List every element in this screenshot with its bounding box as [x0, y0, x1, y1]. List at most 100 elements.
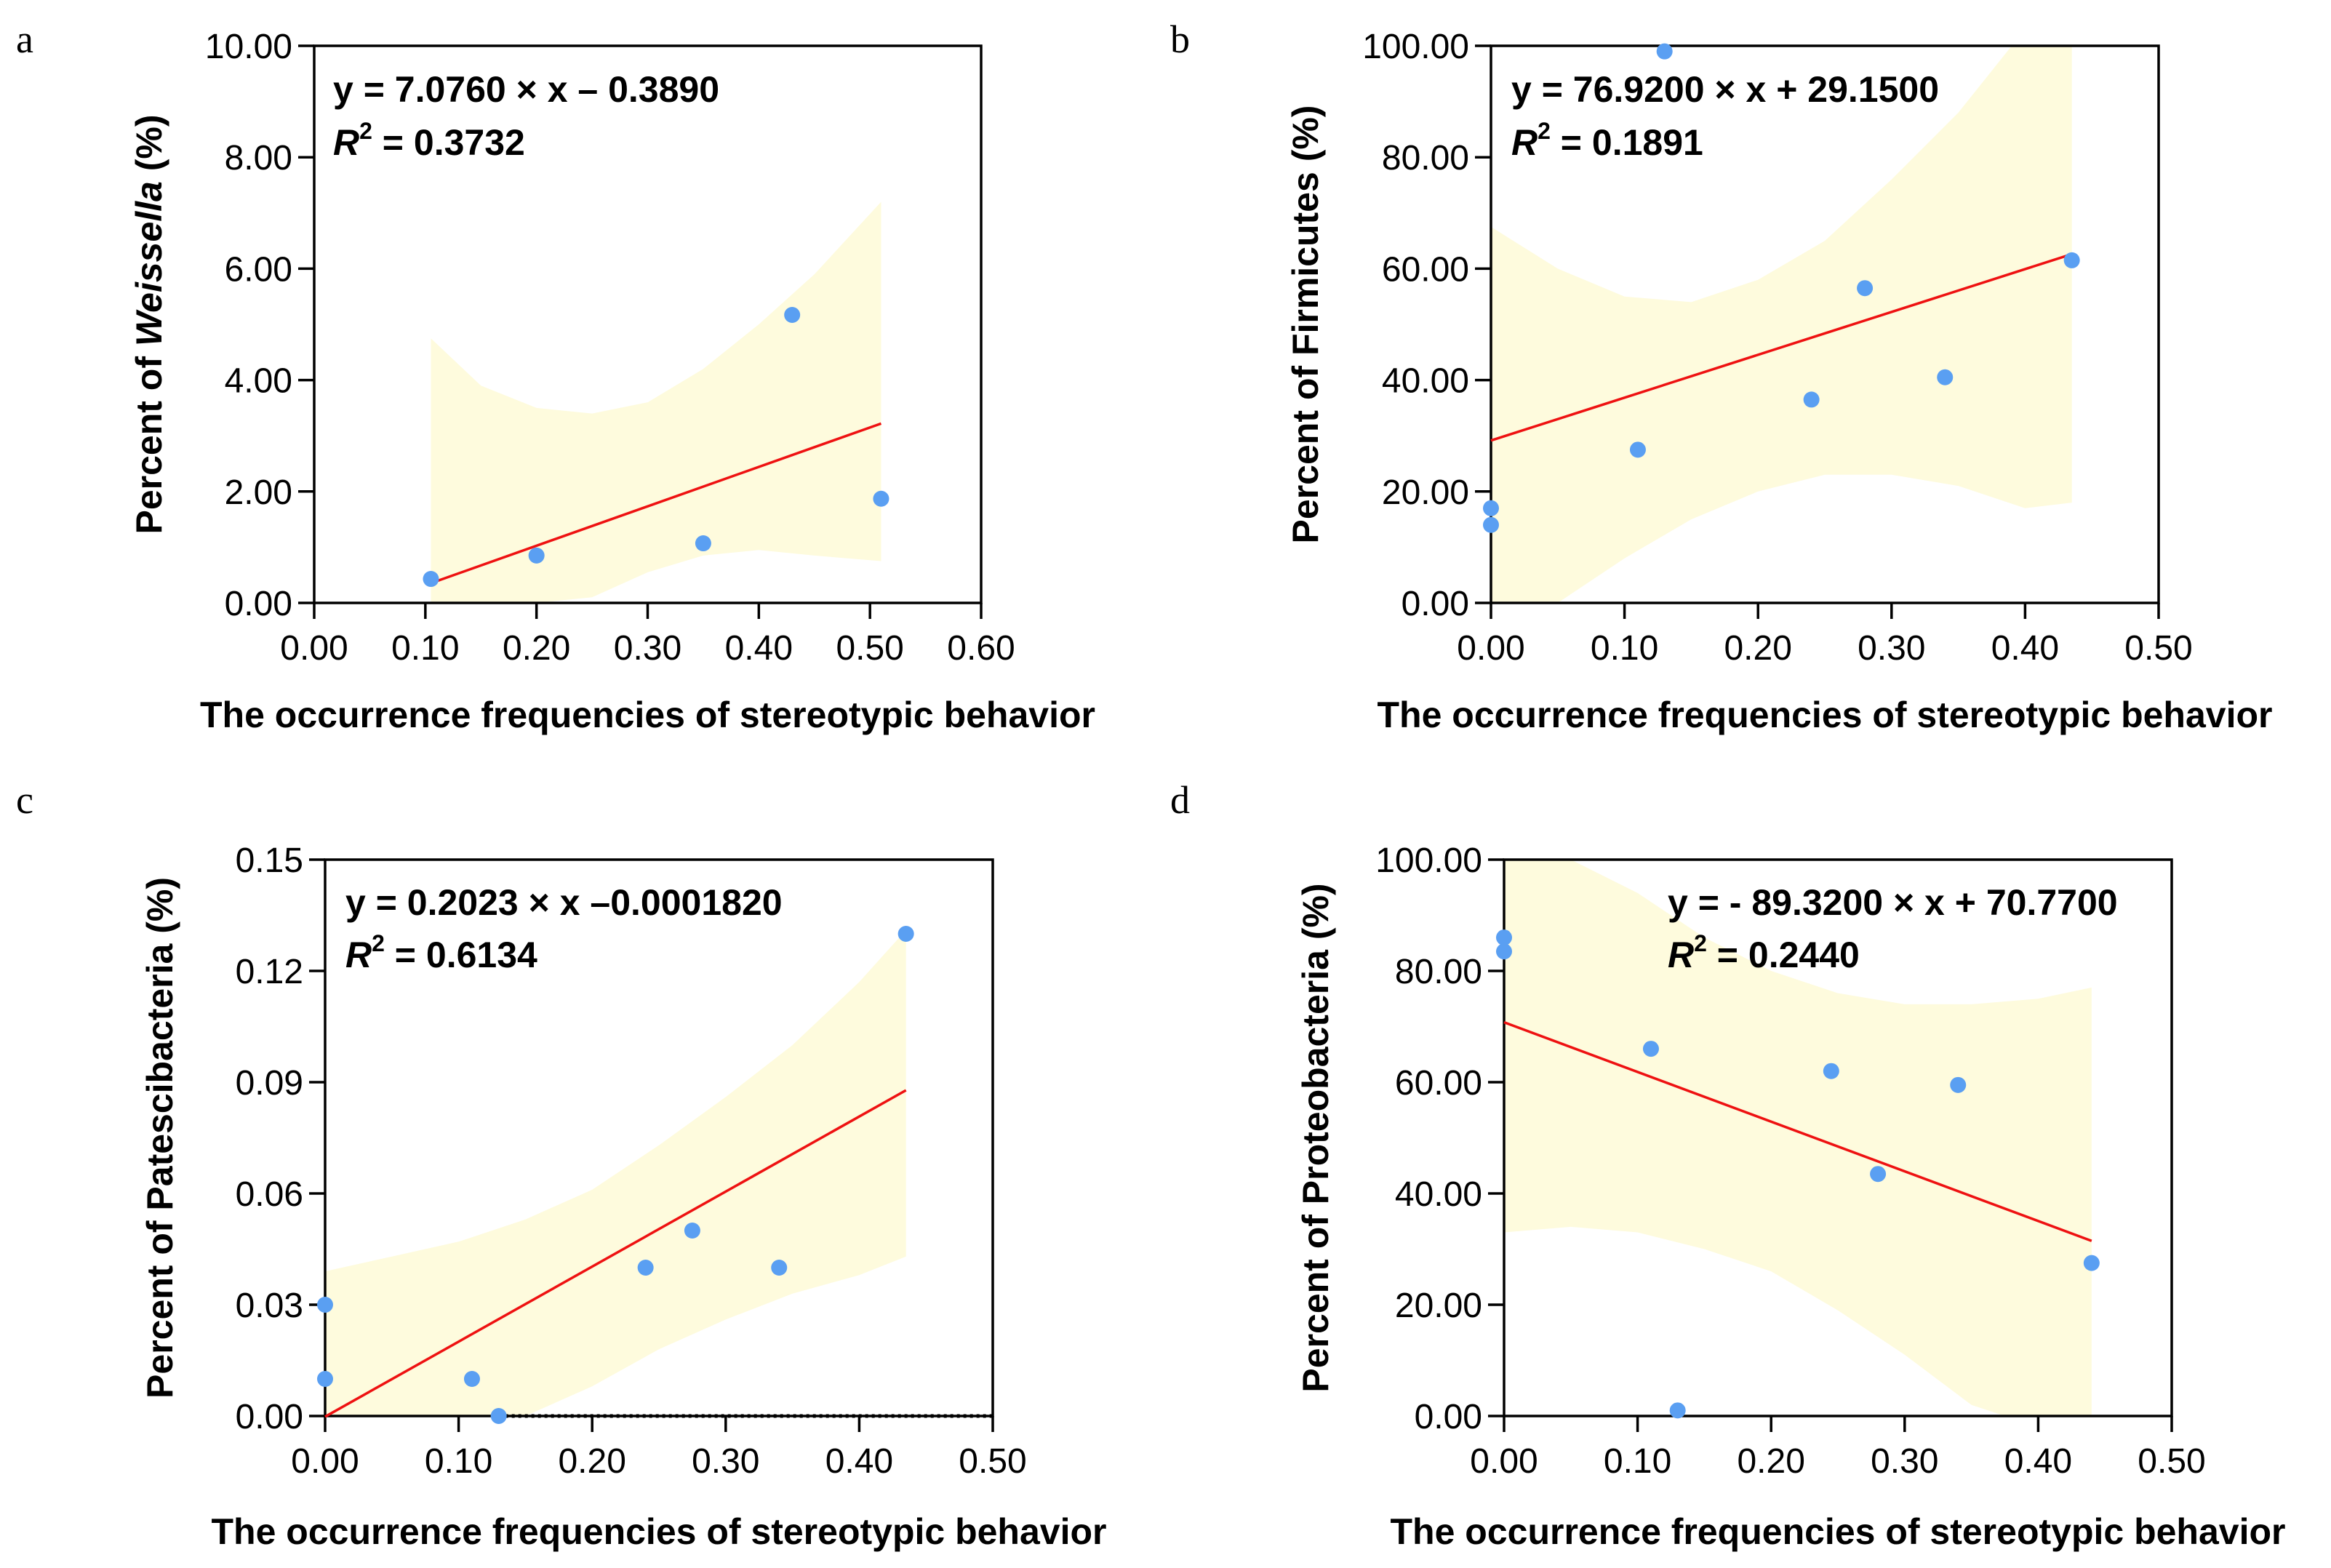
panel-a-data-point-2 [528, 547, 545, 564]
panel-a-y-axis-label: Percent of Weissella (%) [129, 114, 169, 534]
panel-a-letter: a [16, 17, 33, 61]
panel-d-plot-area [1503, 858, 2173, 1417]
panel-a-regression-line [430, 422, 882, 585]
panel-c-x-tick-label: 0.00 [291, 1442, 359, 1481]
panel-b-x-tick-label: 0.10 [1591, 629, 1658, 668]
panel-d-x-tick-label: 0.20 [1737, 1442, 1804, 1481]
panel-b-data-point-1 [1483, 500, 1499, 516]
panel-a-y-tick-label: 2.00 [225, 473, 292, 512]
panel-d-x-tick-label: 0.00 [1470, 1442, 1538, 1481]
panel-a-y-tick-label: 6.00 [225, 250, 292, 289]
panel-c-r-squared: R2 = 0.6134 [345, 930, 537, 975]
panel-b-plot-area [1490, 44, 2160, 604]
panel-d-y-tick-label: 20.00 [1395, 1287, 1482, 1325]
panel-b-r-squared-exponent: 2 [1538, 118, 1551, 144]
panel-c-data-point-3 [463, 1371, 480, 1387]
panel-c-x-tick-label: 0.50 [959, 1442, 1026, 1481]
panel-b-x-tick-label: 0.30 [1858, 629, 1925, 668]
panel-c-y-tick-label: 0.15 [236, 841, 303, 880]
panel-d-data-point-7 [1950, 1076, 1967, 1093]
panel-b-regression-line [1490, 252, 2073, 442]
panel-a-x-tick-label: 0.10 [391, 629, 459, 668]
panel-d-data-point-3 [1642, 1041, 1659, 1057]
panel-a-r-squared-value: = 0.3732 [372, 122, 525, 163]
panel-d-x-tick-label: 0.30 [1871, 1442, 1938, 1481]
panel-a-x-tick-label: 0.00 [280, 629, 348, 668]
panel-a-y-axis-label-part: Weissella [129, 181, 169, 346]
panel-c-x-tick-label: 0.10 [425, 1442, 492, 1481]
panel-d-data-point-4 [1669, 1402, 1686, 1419]
panel-d-data-point-5 [1823, 1063, 1839, 1079]
panel-d-x-tick-label: 0.10 [1604, 1442, 1671, 1481]
panel-c-y-axis-label-part: Percent of Patescibacteria (%) [140, 877, 180, 1399]
panel-c-data-point-5 [637, 1260, 654, 1276]
panel-a-x-tick-label: 0.60 [947, 629, 1015, 668]
panel-a-y-axis-label-part: (%) [129, 114, 169, 181]
panel-b-y-axis-label: Percent of Firmicutes (%) [1285, 105, 1326, 544]
panel-d-r-squared-value: = 0.2440 [1707, 935, 1860, 975]
panel-c-data-point-8 [897, 926, 914, 942]
panel-b-regression-equation: y = 76.9200 × x + 29.1500 [1511, 69, 1939, 110]
panel-c-x-axis-label: The occurrence frequencies of stereotypi… [212, 1511, 1107, 1552]
panel-d-regression-line [1503, 1020, 2092, 1242]
panel-b-data-point-7 [1937, 369, 1954, 385]
panel-b-y-tick-label: 0.00 [1402, 585, 1469, 623]
panel-a-regression-equation: y = 7.0760 × x – 0.3890 [333, 69, 719, 110]
panel-c-regression-equation: y = 0.2023 × x –0.0001820 [345, 882, 783, 923]
panel-d-x-tick-label: 0.50 [2138, 1442, 2205, 1481]
panel-c-y-tick-label: 0.12 [236, 953, 303, 991]
panel-b-firmicutes: b 0.00 20.00 40.00 60.00 80.00 100.00 0.00 0.10… [1170, 17, 2272, 735]
panel-b-data-point-3 [1629, 441, 1646, 458]
panel-b-x-tick-label: 0.20 [1724, 629, 1791, 668]
panel-c-x-tick-label: 0.30 [692, 1442, 759, 1481]
panel-c-y-tick-label: 0.09 [236, 1064, 303, 1103]
panel-d-y-tick-label: 80.00 [1395, 953, 1482, 991]
panel-a-y-tick-label: 0.00 [225, 585, 292, 623]
panel-d-y-tick-label: 60.00 [1395, 1064, 1482, 1103]
panel-b-r-squared-value: = 0.1891 [1551, 122, 1703, 163]
panel-c-x-tick-label: 0.20 [558, 1442, 625, 1481]
panel-b-r-squared-symbol: R [1511, 122, 1538, 163]
panel-d-proteobacteria: d 0.00 20.00 40.00 60.00 80.00 100.00 0.00 0.10… [1170, 778, 2285, 1552]
panel-a-x-axis-label: The occurrence frequencies of stereotypi… [200, 695, 1095, 735]
panel-b-y-tick-label: 100.00 [1362, 28, 1469, 66]
panel-b-y-tick-label: 40.00 [1382, 362, 1469, 401]
panel-d-data-point-6 [1870, 1166, 1887, 1183]
panel-c-y-tick-label: 0.06 [236, 1175, 303, 1214]
panel-c-r-squared-value: = 0.6134 [385, 935, 537, 975]
panel-c-y-tick-label: 0.00 [236, 1398, 303, 1436]
panel-d-data-point-8 [2083, 1255, 2100, 1271]
panel-d-data-point-1 [1496, 929, 1512, 946]
panel-d-regression-equation: y = - 89.3200 × x + 70.7700 [1668, 882, 2118, 923]
panel-b-r-squared: R2 = 0.1891 [1511, 118, 1703, 163]
panel-d-r-squared: R2 = 0.2440 [1668, 930, 1860, 975]
panel-d-x-axis-label: The occurrence frequencies of stereotypi… [1391, 1511, 2286, 1552]
panel-a-data-point-1 [423, 571, 439, 588]
panel-a-data-point-5 [873, 490, 889, 507]
panel-b-data-point-6 [1857, 280, 1874, 297]
panel-a-r-squared-exponent: 2 [359, 118, 372, 144]
panel-a-y-tick-label: 4.00 [225, 362, 292, 401]
panel-c-regression-line [324, 1089, 907, 1418]
panel-c-data-point-7 [771, 1260, 788, 1276]
panel-a-y-tick-label: 10.00 [205, 28, 292, 66]
panel-c-data-point-2 [317, 1371, 333, 1387]
panel-a-r-squared: R2 = 0.3732 [333, 118, 525, 163]
panel-a-x-tick-label: 0.40 [725, 629, 793, 668]
panel-c-letter: c [16, 778, 33, 822]
panel-c-patescibacteria: c 0.00 0.03 0.06 0.09 0.12 0.15 0.00 0.10 0.20 0.… [16, 778, 1106, 1552]
panel-b-x-axis-label: The occurrence frequencies of stereotypi… [1378, 695, 2273, 735]
panel-c-data-point-1 [317, 1297, 333, 1313]
panel-b-x-tick-label: 0.00 [1457, 629, 1524, 668]
panel-c-y-axis-label: Percent of Patescibacteria (%) [140, 877, 180, 1399]
panel-a-data-point-3 [695, 535, 711, 552]
panel-b-x-tick-label: 0.40 [1991, 629, 2059, 668]
panel-a-x-tick-label: 0.30 [614, 629, 681, 668]
panel-a-x-tick-label: 0.50 [836, 629, 903, 668]
panel-c-data-point-4 [490, 1408, 507, 1424]
panel-d-y-tick-label: 40.00 [1395, 1175, 1482, 1214]
panel-d-y-axis-label: Percent of Proteobacteria (%) [1295, 883, 1336, 1392]
panel-b-x-tick-label: 0.50 [2124, 629, 2192, 668]
panel-b-data-point-8 [2063, 252, 2080, 268]
